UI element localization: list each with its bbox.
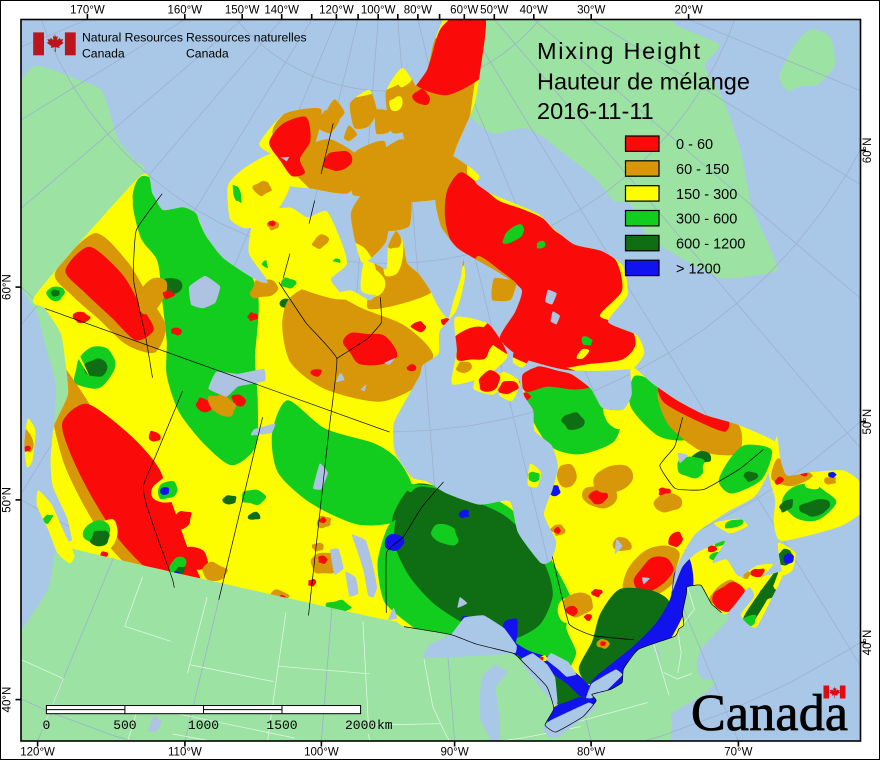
svg-text:120°W: 120°W xyxy=(319,5,354,17)
svg-text:60°W: 60°W xyxy=(450,5,478,17)
svg-text:0 - 60: 0 - 60 xyxy=(676,137,713,153)
svg-text:0: 0 xyxy=(42,718,50,733)
svg-text:Canada: Canada xyxy=(186,47,229,61)
svg-text:20°W: 20°W xyxy=(674,5,702,17)
svg-text:1000: 1000 xyxy=(188,718,219,733)
svg-text:Ressources naturelles: Ressources naturelles xyxy=(186,31,307,45)
svg-text:50°N: 50°N xyxy=(862,409,874,435)
svg-text:100°W: 100°W xyxy=(361,5,396,17)
svg-text:50°W: 50°W xyxy=(480,5,508,17)
svg-text:170°W: 170°W xyxy=(70,5,105,17)
svg-text:120°W: 120°W xyxy=(20,747,55,759)
svg-text:Hauteur de mélange: Hauteur de mélange xyxy=(537,69,750,95)
svg-text:> 1200: > 1200 xyxy=(676,261,721,277)
svg-text:60 - 150: 60 - 150 xyxy=(676,162,729,178)
svg-text:500: 500 xyxy=(113,718,136,733)
svg-text:40°N: 40°N xyxy=(862,630,874,656)
svg-text:90°W: 90°W xyxy=(440,747,468,759)
svg-text:2000: 2000 xyxy=(345,718,376,733)
svg-text:110°W: 110°W xyxy=(168,747,202,759)
svg-text:300 - 600: 300 - 600 xyxy=(676,212,737,228)
svg-text:70°W: 70°W xyxy=(724,747,752,759)
svg-text:60°N: 60°N xyxy=(862,138,874,164)
svg-text:Canada: Canada xyxy=(82,47,125,61)
svg-text:2016-11-11: 2016-11-11 xyxy=(537,98,654,124)
svg-text:80°W: 80°W xyxy=(577,747,605,759)
svg-text:140°W: 140°W xyxy=(264,5,299,17)
svg-text:30°W: 30°W xyxy=(577,5,605,17)
svg-text:160°W: 160°W xyxy=(167,5,202,17)
svg-text:Canada: Canada xyxy=(691,685,848,742)
svg-text:150 - 300: 150 - 300 xyxy=(676,187,737,203)
svg-text:Natural Resources: Natural Resources xyxy=(82,31,183,45)
svg-text:60°N: 60°N xyxy=(2,274,14,300)
svg-text:Mixing Height: Mixing Height xyxy=(537,38,700,64)
svg-text:100°W: 100°W xyxy=(304,747,339,759)
svg-text:50°N: 50°N xyxy=(2,487,14,513)
svg-text:km: km xyxy=(377,718,393,733)
svg-text:600 - 1200: 600 - 1200 xyxy=(676,237,745,253)
svg-text:1500: 1500 xyxy=(266,718,297,733)
svg-text:40°N: 40°N xyxy=(2,687,14,713)
svg-text:40°W: 40°W xyxy=(520,5,548,17)
svg-text:80°W: 80°W xyxy=(404,5,432,17)
svg-text:150°W: 150°W xyxy=(225,5,260,17)
